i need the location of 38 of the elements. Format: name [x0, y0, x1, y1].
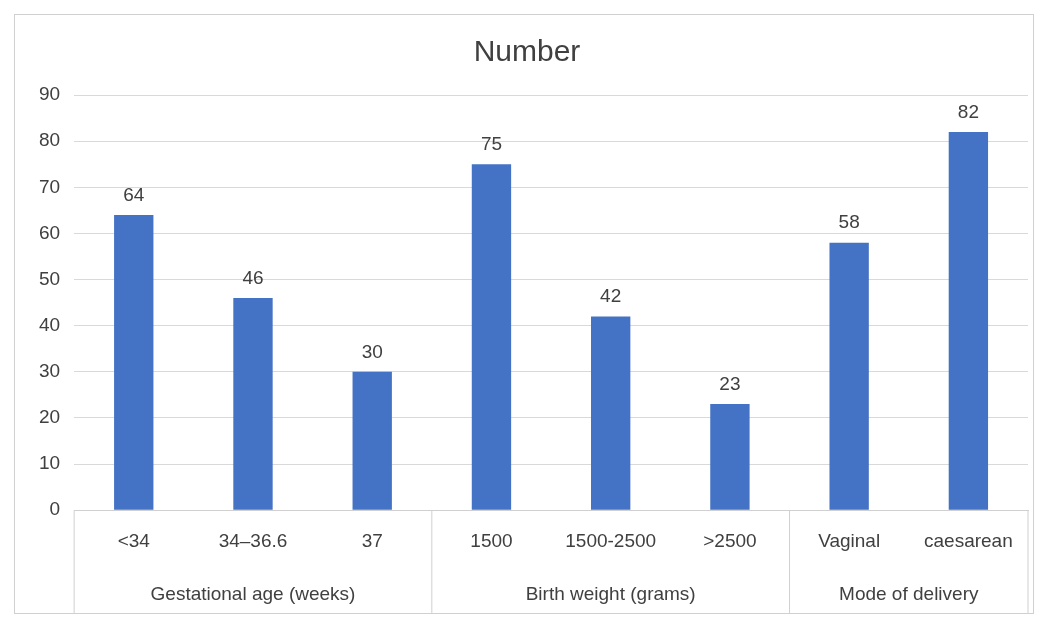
bar — [829, 242, 869, 510]
text: Gestational age (weeks) — [150, 583, 356, 605]
bar — [710, 404, 750, 510]
data-label: 42 — [600, 285, 622, 307]
data-label: 82 — [957, 100, 979, 122]
x-tick-label: 37 — [361, 529, 383, 551]
x-tick-label: Vaginal — [818, 529, 881, 551]
y-tick-label: 80 — [38, 129, 61, 151]
bar — [233, 297, 273, 510]
x-tick-label: 34–36.6 — [218, 529, 288, 551]
y-tick-label: 50 — [38, 267, 61, 289]
text: Mode of delivery — [839, 583, 979, 605]
bar — [591, 316, 631, 510]
y-tick-label: 10 — [38, 452, 61, 474]
x-tick-label: <34 — [117, 529, 151, 551]
y-tick-label: 40 — [38, 313, 61, 335]
y-tick-label: 0 — [49, 498, 61, 520]
data-label: 64 — [123, 183, 145, 205]
y-tick-label: 70 — [38, 175, 61, 197]
y-tick-label: 20 — [38, 406, 61, 428]
x-tick-label: 1500 — [470, 529, 513, 551]
data-label: 75 — [480, 132, 503, 154]
data-label: 46 — [242, 266, 264, 288]
x-tick-label: >2500 — [703, 529, 757, 551]
chart-title: Number — [473, 34, 581, 68]
bar — [352, 371, 392, 510]
data-label: 30 — [361, 340, 383, 362]
y-tick-label: 60 — [38, 221, 61, 243]
y-tick-label: 30 — [38, 360, 61, 382]
data-label: 23 — [719, 372, 741, 394]
data-label: 58 — [838, 211, 860, 233]
bar — [948, 131, 989, 510]
x-tick-label: caesarean — [924, 529, 1013, 551]
bar — [471, 164, 512, 510]
y-tick-label: 90 — [38, 83, 61, 105]
text: Birth weight (grams) — [525, 583, 696, 605]
bar — [114, 214, 154, 510]
x-tick-label: 1500-2500 — [565, 529, 657, 551]
